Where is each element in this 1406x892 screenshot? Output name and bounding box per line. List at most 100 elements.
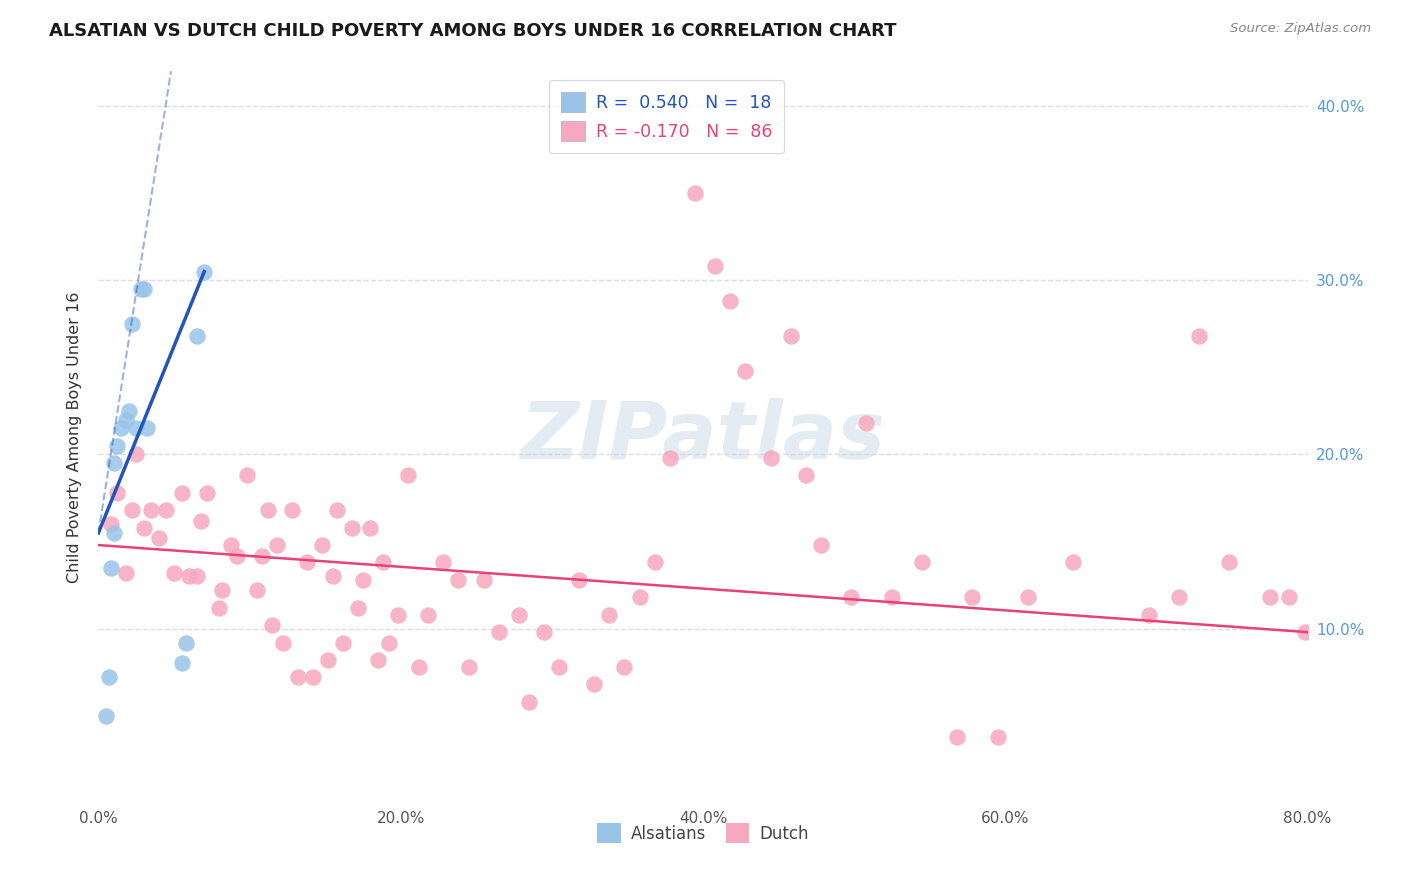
Point bbox=[98, 670, 121, 684]
Point bbox=[322, 569, 344, 583]
Y-axis label: Child Poverty Among Boys Under 16: Child Poverty Among Boys Under 16 bbox=[67, 292, 83, 582]
Point bbox=[839, 591, 862, 605]
Point bbox=[186, 569, 208, 583]
Point bbox=[1062, 556, 1084, 570]
Point bbox=[1294, 625, 1316, 640]
Point bbox=[141, 503, 163, 517]
Point bbox=[132, 282, 155, 296]
Point bbox=[118, 404, 141, 418]
Point bbox=[100, 560, 122, 574]
Point bbox=[911, 556, 934, 570]
Point bbox=[583, 677, 606, 691]
Point bbox=[377, 635, 399, 649]
Point bbox=[295, 556, 318, 570]
Point bbox=[226, 549, 249, 563]
Point bbox=[266, 538, 288, 552]
Point bbox=[326, 503, 349, 517]
Point bbox=[211, 583, 233, 598]
Point bbox=[221, 538, 243, 552]
Point bbox=[432, 556, 454, 570]
Point bbox=[1137, 607, 1160, 622]
Point bbox=[125, 421, 148, 435]
Point bbox=[311, 538, 333, 552]
Point bbox=[759, 450, 782, 465]
Point bbox=[179, 569, 201, 583]
Point bbox=[250, 549, 273, 563]
Point bbox=[121, 317, 143, 331]
Point bbox=[568, 573, 591, 587]
Point bbox=[533, 625, 555, 640]
Point bbox=[246, 583, 269, 598]
Point bbox=[855, 416, 877, 430]
Point bbox=[371, 556, 394, 570]
Point bbox=[332, 635, 354, 649]
Point bbox=[685, 186, 707, 201]
Point bbox=[163, 566, 186, 580]
Point bbox=[946, 730, 969, 744]
Text: Source: ZipAtlas.com: Source: ZipAtlas.com bbox=[1230, 22, 1371, 36]
Point bbox=[628, 591, 651, 605]
Point bbox=[779, 329, 801, 343]
Point bbox=[170, 657, 193, 671]
Point bbox=[129, 282, 152, 296]
Point bbox=[644, 556, 666, 570]
Point bbox=[174, 635, 197, 649]
Point bbox=[880, 591, 903, 605]
Point bbox=[1188, 329, 1211, 343]
Point bbox=[316, 653, 339, 667]
Point bbox=[170, 485, 193, 500]
Point bbox=[960, 591, 983, 605]
Point bbox=[114, 412, 136, 426]
Point bbox=[347, 600, 370, 615]
Point bbox=[256, 503, 278, 517]
Point bbox=[262, 618, 284, 632]
Text: ALSATIAN VS DUTCH CHILD POVERTY AMONG BOYS UNDER 16 CORRELATION CHART: ALSATIAN VS DUTCH CHILD POVERTY AMONG BO… bbox=[49, 22, 897, 40]
Legend: Alsatians, Dutch: Alsatians, Dutch bbox=[591, 817, 815, 849]
Point bbox=[548, 660, 571, 674]
Point bbox=[193, 265, 215, 279]
Text: ZIPatlas: ZIPatlas bbox=[520, 398, 886, 476]
Point bbox=[195, 485, 218, 500]
Point bbox=[114, 566, 136, 580]
Point bbox=[302, 670, 325, 684]
Point bbox=[125, 448, 148, 462]
Point bbox=[1258, 591, 1281, 605]
Point bbox=[408, 660, 430, 674]
Point bbox=[704, 260, 727, 274]
Point bbox=[794, 468, 817, 483]
Point bbox=[281, 503, 304, 517]
Point bbox=[352, 573, 374, 587]
Point bbox=[416, 607, 439, 622]
Point bbox=[121, 503, 143, 517]
Point bbox=[508, 607, 530, 622]
Point bbox=[734, 364, 756, 378]
Point bbox=[103, 525, 125, 540]
Point bbox=[235, 468, 257, 483]
Point bbox=[100, 517, 122, 532]
Point bbox=[613, 660, 636, 674]
Point bbox=[342, 521, 364, 535]
Point bbox=[186, 329, 208, 343]
Point bbox=[488, 625, 510, 640]
Point bbox=[367, 653, 389, 667]
Point bbox=[810, 538, 832, 552]
Point bbox=[190, 514, 212, 528]
Point bbox=[105, 485, 128, 500]
Point bbox=[1278, 591, 1301, 605]
Point bbox=[132, 521, 155, 535]
Point bbox=[135, 421, 157, 435]
Point bbox=[208, 600, 231, 615]
Point bbox=[598, 607, 620, 622]
Point bbox=[457, 660, 479, 674]
Point bbox=[1017, 591, 1039, 605]
Point bbox=[517, 695, 540, 709]
Point bbox=[987, 730, 1010, 744]
Point bbox=[271, 635, 294, 649]
Point bbox=[387, 607, 409, 622]
Point bbox=[360, 521, 382, 535]
Point bbox=[396, 468, 419, 483]
Point bbox=[658, 450, 681, 465]
Point bbox=[1168, 591, 1191, 605]
Point bbox=[287, 670, 309, 684]
Point bbox=[103, 456, 125, 470]
